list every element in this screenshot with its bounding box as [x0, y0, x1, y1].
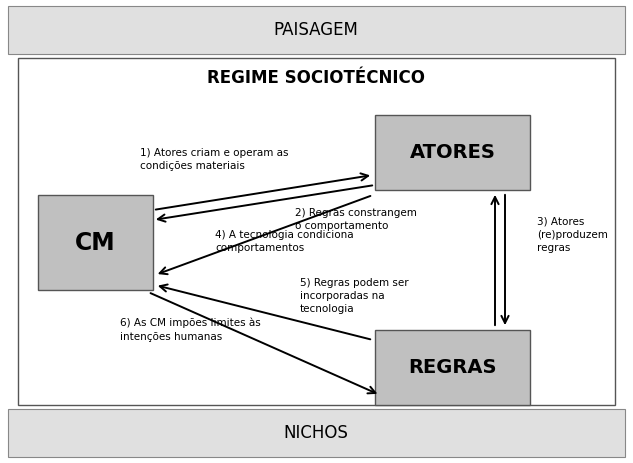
Text: 1) Atores criam e operam as
condições materiais: 1) Atores criam e operam as condições ma…: [140, 148, 289, 171]
Text: PAISAGEM: PAISAGEM: [273, 21, 358, 39]
Bar: [18, 58, 615, 405]
Text: 3) Atores
(re)produzem
regras: 3) Atores (re)produzem regras: [537, 217, 608, 253]
Text: 5) Regras podem ser
incorporadas na
tecnologia: 5) Regras podem ser incorporadas na tecn…: [300, 278, 409, 314]
Text: REGIME SOCIOTÉCNICO: REGIME SOCIOTÉCNICO: [207, 69, 425, 87]
Bar: [8, 6, 625, 54]
Text: NICHOS: NICHOS: [284, 424, 348, 442]
Bar: [8, 409, 625, 457]
Text: 4) A tecnologia condiciona
comportamentos: 4) A tecnologia condiciona comportamento…: [215, 230, 354, 253]
Text: REGRAS: REGRAS: [408, 358, 497, 377]
Bar: [375, 115, 530, 190]
Text: 6) As CM impões limites às
intenções humanas: 6) As CM impões limites às intenções hum…: [120, 318, 261, 342]
Text: CM: CM: [75, 231, 116, 255]
Bar: [38, 195, 153, 290]
Bar: [375, 330, 530, 405]
Text: 2) Regras constrangem
o comportamento: 2) Regras constrangem o comportamento: [295, 208, 417, 231]
Text: ATORES: ATORES: [410, 143, 496, 162]
